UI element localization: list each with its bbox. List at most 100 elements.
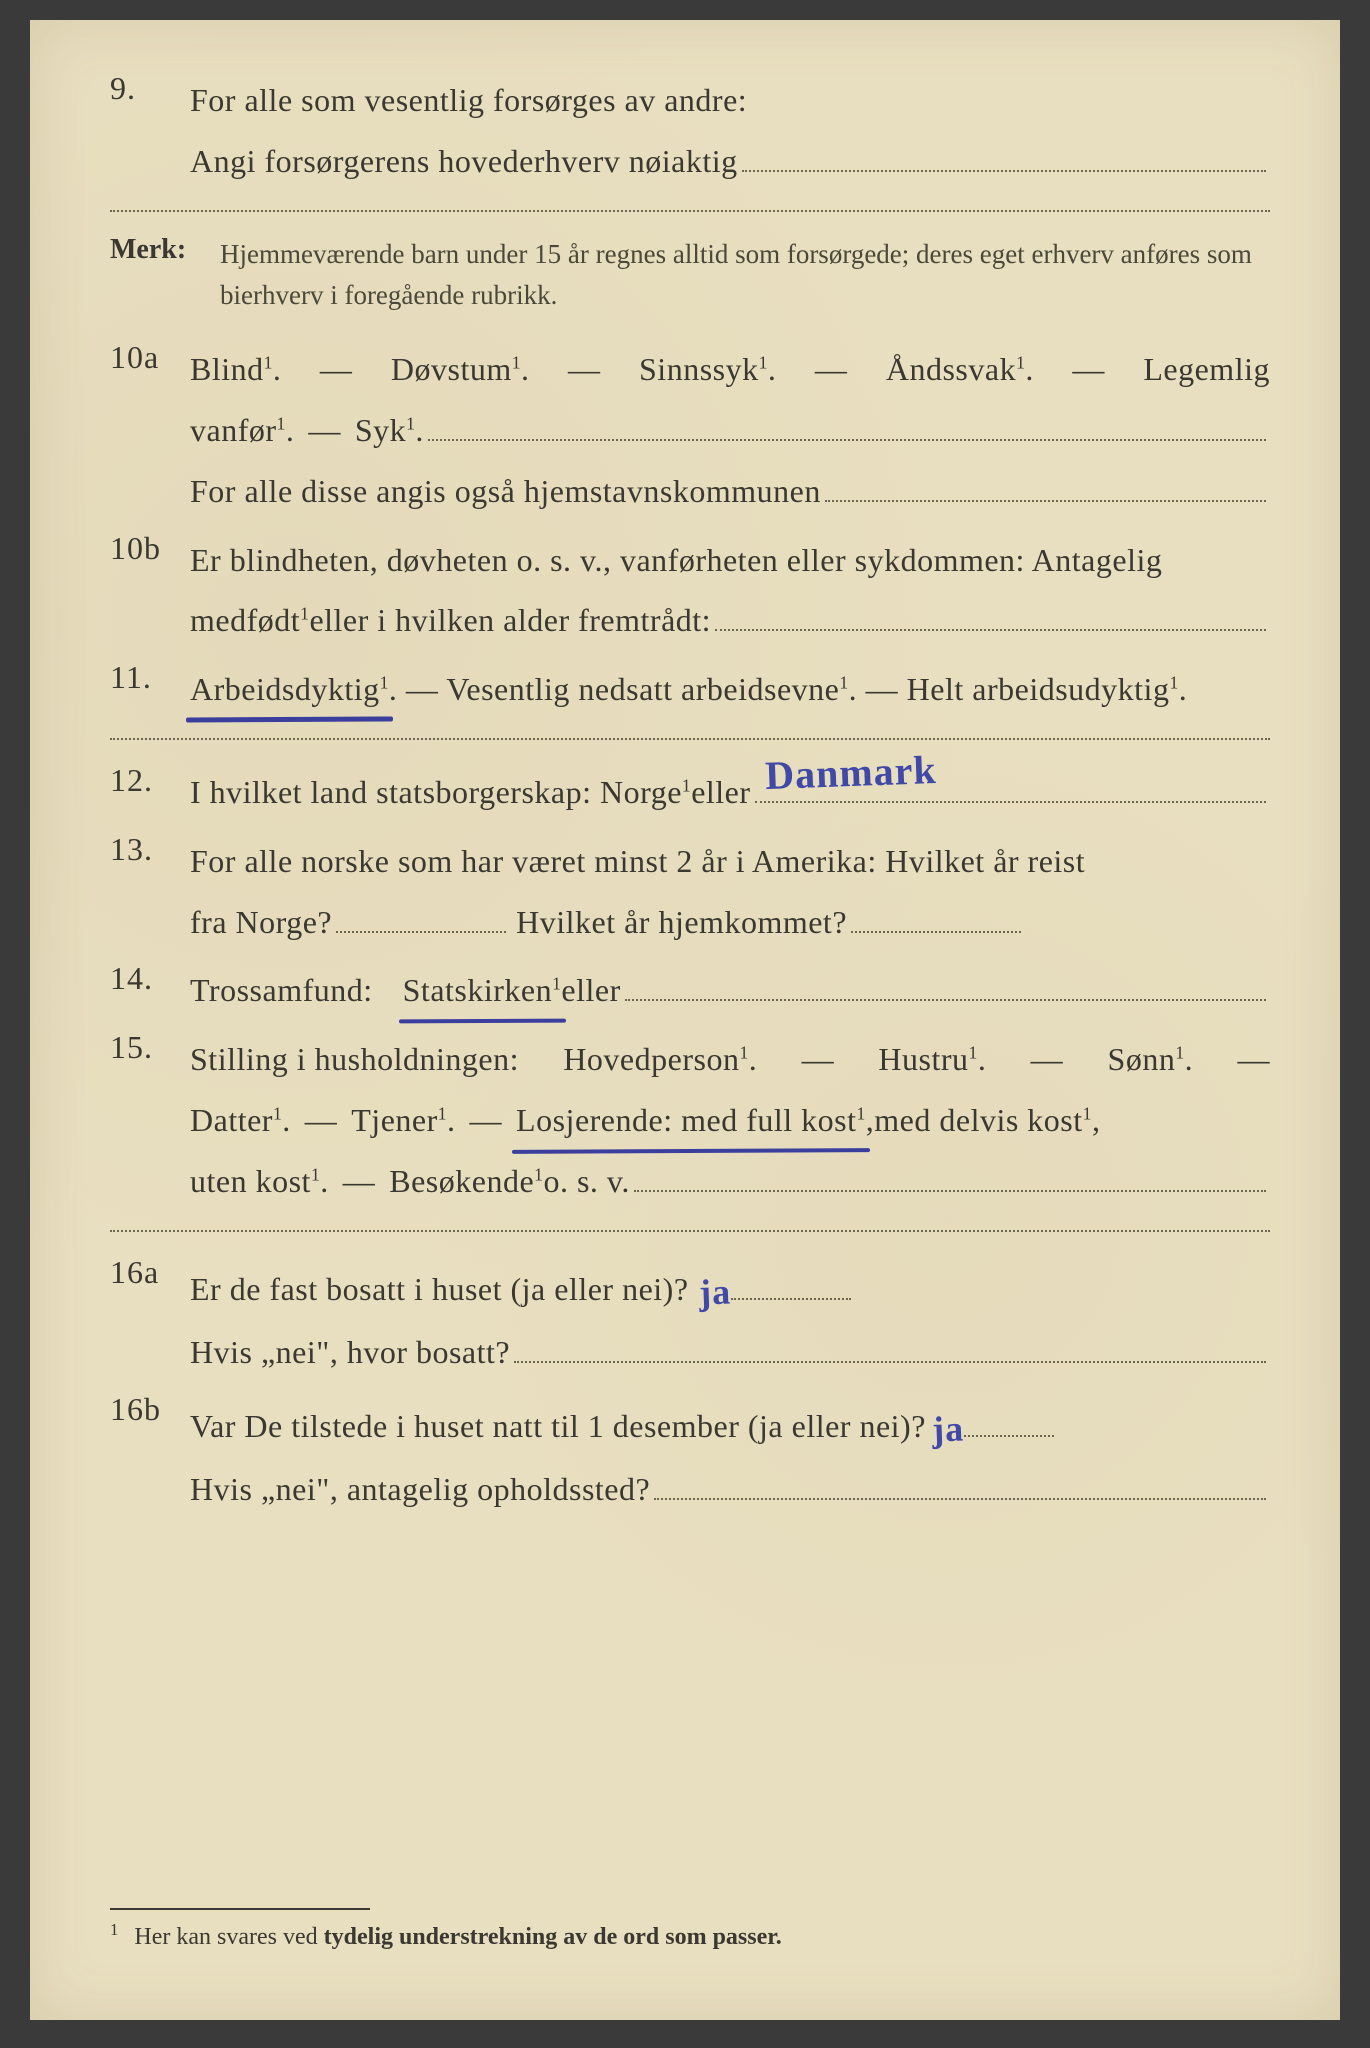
q12-number: 12. (110, 762, 190, 799)
q15-delvis: med delvis kost1, (874, 1090, 1100, 1151)
merk-note: Merk: Hjemmeværende barn under 15 år reg… (110, 234, 1270, 318)
q16a-answer-handwritten: ja (697, 1257, 731, 1326)
q14-fill[interactable] (625, 961, 1266, 1001)
question-15: 15. Stilling i husholdningen: Hovedperso… (110, 1029, 1270, 1211)
footnote-num: 1 (110, 1920, 118, 1939)
q16b-fill[interactable] (964, 1403, 1054, 1437)
q10a-opt-sinnssyk: Sinnssyk1. (639, 339, 776, 400)
q10b-content: Er blindheten, døvheten o. s. v., vanfør… (190, 530, 1270, 652)
q13-fra: fra Norge? (190, 892, 332, 953)
q12-content: I hvilket land statsborgerskap: Norge1 e… (190, 762, 1270, 823)
sep: — (320, 339, 353, 400)
q13-hjemkommet: Hvilket år hjemkommet? (516, 892, 847, 953)
q14-eller: eller (561, 960, 620, 1021)
question-12: 12. I hvilket land statsborgerskap: Norg… (110, 762, 1270, 823)
q15-uten: uten kost1. (190, 1151, 329, 1212)
q10a-fill2[interactable] (825, 461, 1266, 501)
q13-line1: For alle norske som har været minst 2 år… (190, 831, 1085, 892)
q15-osv: o. s. v. (543, 1151, 629, 1212)
census-form-page: 9. For alle som vesentlig forsørges av a… (30, 20, 1340, 2020)
q12-eller: eller (691, 762, 750, 823)
q9-content: For alle som vesentlig forsørges av andr… (190, 70, 1270, 192)
question-16a: 16a Er de fast bosatt i huset (ja eller … (110, 1254, 1270, 1383)
q9-fill[interactable] (742, 131, 1266, 171)
q9-line2: Angi forsørgerens hovederhverv nøiaktig (190, 131, 738, 192)
q10a-opt-blind: Blind1. (190, 339, 281, 400)
q10a-syk: Syk1. (355, 400, 424, 461)
q15-content: Stilling i husholdningen: Hovedperson1. … (190, 1029, 1270, 1211)
q15-sonn: Sønn1. (1108, 1029, 1194, 1090)
q13-number: 13. (110, 831, 190, 868)
q15-fill[interactable] (634, 1151, 1266, 1191)
q16b-sub: Hvis „nei", antagelig opholdssted? (190, 1459, 650, 1520)
q13-content: For alle norske som har været minst 2 år… (190, 831, 1270, 953)
q11-number: 11. (110, 659, 190, 696)
footnote-text-b: tydelig understrekning av de ord som pas… (324, 1924, 782, 1950)
footnote-text-a: Her kan svares ved (134, 1924, 323, 1950)
q13-fill1[interactable] (336, 899, 506, 933)
q15-number: 15. (110, 1029, 190, 1066)
q11-content: Arbeidsdyktig1. — Vesentlig nedsatt arbe… (190, 659, 1270, 720)
q10b-rest: eller i hvilken alder fremtrådt: (309, 590, 711, 651)
q9-line1: For alle som vesentlig forsørges av andr… (190, 70, 747, 131)
sep: — (802, 1029, 835, 1090)
q16b-number: 16b (110, 1391, 190, 1428)
question-10a: 10a Blind1. — Døvstum1. — Sinnssyk1. — Å… (110, 339, 1270, 521)
q15-datter: Datter1. (190, 1090, 291, 1151)
q15-besokende: Besøkende1 (389, 1151, 543, 1212)
footnote: 1 Her kan svares ved tydelig understrekn… (110, 1920, 1270, 1951)
q10b-fill[interactable] (715, 591, 1266, 631)
blank-space (110, 1528, 1270, 1908)
q10a-opt-legemlig: Legemlig (1143, 339, 1270, 400)
q16b-subfill[interactable] (654, 1460, 1266, 1500)
q16b-content: Var De tilstede i huset natt til 1 desem… (190, 1391, 1270, 1520)
q15-hovedperson: Hovedperson1. (563, 1029, 757, 1090)
sep: — (343, 1151, 376, 1212)
q16a-fill[interactable] (731, 1266, 851, 1300)
q11-opt3: Helt arbeidsudyktig1. (907, 671, 1188, 707)
q16b-answer-handwritten: ja (931, 1394, 965, 1463)
q10b-number: 10b (110, 530, 190, 567)
question-14: 14. Trossamfund: Statskirken1 eller (110, 960, 1270, 1021)
q16a-content: Er de fast bosatt i huset (ja eller nei)… (190, 1254, 1270, 1383)
q11-opt2: Vesentlig nedsatt arbeidsevne1. (446, 671, 857, 707)
q12-text: I hvilket land statsborgerskap: Norge1 (190, 762, 691, 823)
q10b-medfodt: medfødt1 (190, 590, 309, 651)
q12-fill[interactable]: Danmark (755, 763, 1266, 803)
q10a-content: Blind1. — Døvstum1. — Sinnssyk1. — Åndss… (190, 339, 1270, 521)
q16a-number: 16a (110, 1254, 190, 1291)
question-10b: 10b Er blindheten, døvheten o. s. v., va… (110, 530, 1270, 652)
sep: — (308, 400, 341, 461)
q14-opt-selected: Statskirken1 (403, 960, 562, 1021)
q14-label: Trossamfund: (190, 960, 373, 1021)
q10a-line3: For alle disse angis også hjemstavnskomm… (190, 461, 821, 522)
q10a-opt-dovstum: Døvstum1. (391, 339, 530, 400)
question-9: 9. For alle som vesentlig forsørges av a… (110, 70, 1270, 192)
q10a-opt-andssvak: Åndssvak1. (886, 339, 1034, 400)
q11-opt1-selected: Arbeidsdyktig1 (190, 659, 389, 720)
q10a-fill1[interactable] (428, 401, 1266, 441)
question-16b: 16b Var De tilstede i huset natt til 1 d… (110, 1391, 1270, 1520)
q15-tjener: Tjener1. (351, 1090, 455, 1151)
q10a-number: 10a (110, 339, 190, 376)
q16a-q: Er de fast bosatt i huset (ja eller nei)… (190, 1259, 689, 1320)
sep: — (470, 1090, 503, 1151)
q15-losjerende-selected: Losjerende: med full kost1 (516, 1090, 866, 1151)
q9-number: 9. (110, 70, 190, 107)
merk-label: Merk: (110, 234, 220, 266)
divider-2 (110, 738, 1270, 740)
divider-3 (110, 1230, 1270, 1232)
q13-fill2[interactable] (851, 899, 1021, 933)
q12-answer-handwritten: Danmark (763, 732, 937, 814)
footnote-rule (110, 1908, 370, 1910)
q16a-sub: Hvis „nei", hvor bosatt? (190, 1322, 510, 1383)
sep: — (568, 339, 601, 400)
sep: — (866, 671, 907, 707)
q10a-vanfor: vanfør1. (190, 400, 294, 461)
merk-text: Hjemmeværende barn under 15 år regnes al… (220, 234, 1270, 318)
q15-hustru: Hustru1. (878, 1029, 986, 1090)
question-11: 11. Arbeidsdyktig1. — Vesentlig nedsatt … (110, 659, 1270, 720)
q16a-subfill[interactable] (514, 1323, 1266, 1363)
sep: — (1031, 1029, 1064, 1090)
sep: — (406, 671, 446, 707)
